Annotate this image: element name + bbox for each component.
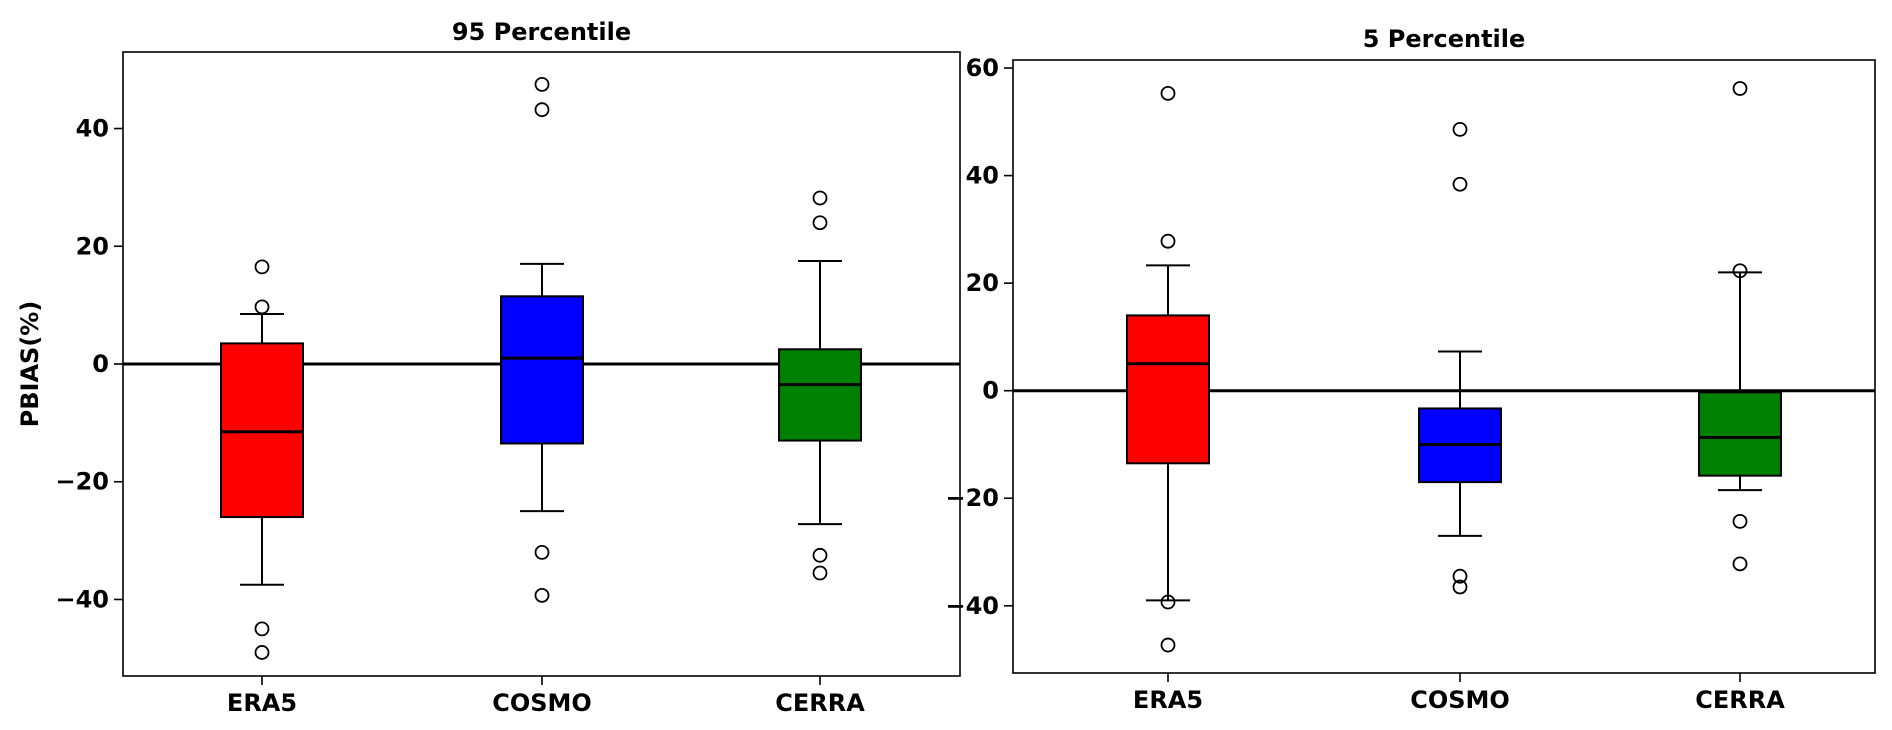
outlier-point	[1732, 556, 1748, 572]
y-tick-label: 20	[76, 232, 109, 260]
outlier-point	[254, 259, 270, 275]
box-era5	[220, 259, 304, 660]
outlier-point	[254, 645, 270, 660]
axes-frame	[122, 51, 961, 677]
outlier-point	[812, 215, 828, 231]
box-cosmo	[1418, 121, 1502, 595]
y-tick-label: 60	[966, 54, 999, 82]
outlier-point	[812, 547, 828, 563]
outlier-point	[1452, 121, 1468, 137]
y-tick-label: −20	[55, 468, 109, 496]
outlier-point	[812, 190, 828, 206]
y-tick-label: 40	[76, 115, 109, 143]
outlier-point	[1732, 81, 1748, 96]
x-tick-label-cosmo: COSMO	[1410, 686, 1510, 714]
box-iqr	[500, 295, 584, 445]
x-tick-label-cerra: CERRA	[1695, 686, 1785, 714]
box-iqr	[1698, 391, 1782, 477]
outlier-point	[534, 76, 550, 92]
x-tick-label-cerra: CERRA	[775, 689, 865, 717]
outlier-point	[1452, 579, 1468, 595]
axes-frame	[1012, 59, 1876, 674]
y-tick-label: −40	[945, 592, 999, 620]
chart-title: 5 Percentile	[1363, 25, 1526, 53]
x-tick-label-era5: ERA5	[1133, 686, 1203, 714]
box-cerra	[778, 190, 862, 581]
outlier-point	[1160, 233, 1176, 249]
box-era5	[1126, 85, 1210, 653]
outlier-point	[1732, 513, 1748, 529]
x-tick-label-cosmo: COSMO	[492, 689, 592, 717]
outlier-point	[1452, 568, 1468, 584]
y-axis-label: PBIAS(%)	[16, 301, 44, 428]
outlier-point	[1452, 176, 1468, 192]
outlier-point	[534, 102, 550, 118]
y-tick-label: 20	[966, 269, 999, 297]
chart-panel-5-percentile: 5 Percentile −40 −20 0 20 40 60 ERA5 COSMO CERRA	[945, 25, 1876, 714]
y-tick-label: 0	[982, 377, 999, 405]
x-tick-label-era5: ERA5	[227, 689, 297, 717]
outlier-point	[534, 544, 550, 560]
outlier-point	[1732, 263, 1748, 279]
chart-title: 95 Percentile	[452, 18, 631, 46]
outlier-point	[254, 621, 270, 637]
y-tick-label: −20	[945, 484, 999, 512]
outlier-point	[1160, 594, 1176, 610]
outlier-point	[534, 587, 550, 603]
box-cerra	[1698, 81, 1782, 572]
box-iqr	[778, 348, 862, 442]
outlier-point	[1160, 85, 1176, 101]
outlier-point	[1160, 637, 1176, 653]
y-tick-label: −40	[55, 585, 109, 613]
outlier-point	[812, 565, 828, 581]
chart-panel-95-percentile: 95 Percentile PBIAS(%) −40 −20 0 20 40 ERA5 COSM…	[16, 18, 961, 717]
box-cosmo	[500, 76, 584, 603]
y-tick-label: 0	[92, 350, 109, 378]
y-tick-label: 40	[966, 162, 999, 190]
outlier-point	[254, 299, 270, 315]
box-iqr	[1126, 314, 1210, 465]
